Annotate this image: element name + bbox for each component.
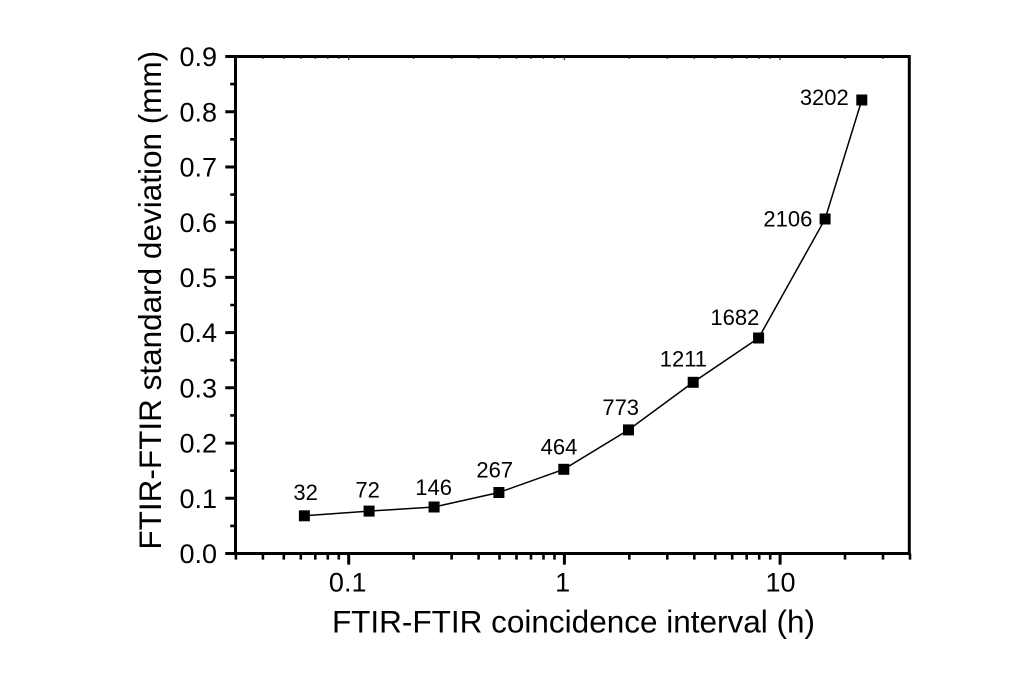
- svg-text:2106: 2106: [763, 207, 812, 232]
- svg-text:773: 773: [602, 395, 639, 420]
- svg-text:0.0: 0.0: [179, 539, 217, 569]
- svg-text:0.4: 0.4: [179, 318, 217, 348]
- svg-text:0.6: 0.6: [179, 208, 217, 238]
- svg-text:1211: 1211: [660, 346, 707, 371]
- svg-text:3202: 3202: [800, 85, 849, 110]
- svg-text:464: 464: [541, 435, 578, 460]
- svg-text:FTIR-FTIR standard deviation (: FTIR-FTIR standard deviation (mm): [132, 51, 168, 550]
- svg-text:FTIR-FTIR coincidence interval: FTIR-FTIR coincidence interval (h): [332, 604, 815, 640]
- svg-text:0.1: 0.1: [179, 484, 217, 514]
- svg-text:0.2: 0.2: [179, 429, 217, 459]
- svg-text:0.7: 0.7: [179, 153, 217, 183]
- svg-text:1: 1: [555, 567, 570, 597]
- svg-text:0.5: 0.5: [179, 263, 217, 293]
- svg-text:72: 72: [355, 478, 379, 503]
- svg-text:267: 267: [476, 457, 513, 482]
- svg-text:1682: 1682: [710, 305, 759, 330]
- svg-text:32: 32: [293, 480, 317, 505]
- svg-text:0.9: 0.9: [179, 42, 217, 72]
- svg-text:0.1: 0.1: [329, 567, 367, 597]
- svg-text:146: 146: [415, 475, 452, 500]
- svg-text:0.3: 0.3: [179, 373, 217, 403]
- svg-text:10: 10: [765, 567, 795, 597]
- svg-text:0.8: 0.8: [179, 97, 217, 127]
